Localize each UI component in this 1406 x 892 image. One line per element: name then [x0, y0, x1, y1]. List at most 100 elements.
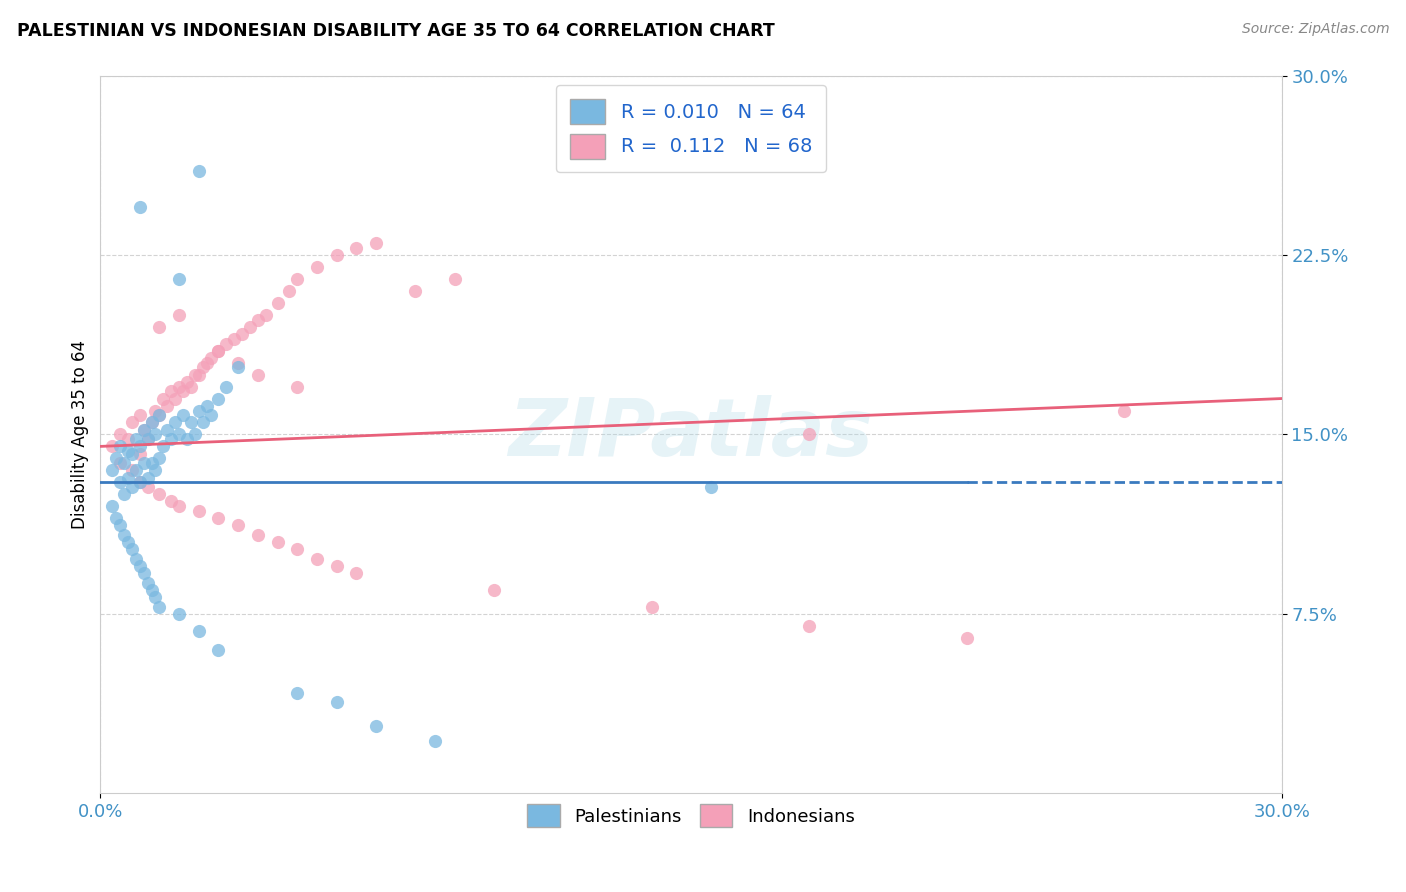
Palestinians	[141, 582, 163, 597]
Palestinians	[195, 399, 218, 413]
Indonesians	[285, 272, 308, 286]
Indonesians	[156, 399, 179, 413]
Palestinians	[141, 456, 163, 470]
Indonesians	[207, 343, 229, 358]
Indonesians	[443, 272, 465, 286]
Palestinians	[121, 542, 143, 557]
Palestinians	[105, 451, 128, 466]
Indonesians	[117, 432, 139, 446]
Indonesians	[266, 535, 288, 549]
Palestinians	[108, 439, 131, 453]
Indonesians	[956, 631, 979, 645]
Indonesians	[141, 416, 163, 430]
Indonesians	[121, 463, 143, 477]
Indonesians	[136, 432, 159, 446]
Palestinians	[423, 733, 446, 747]
Indonesians	[148, 319, 170, 334]
Indonesians	[482, 582, 505, 597]
Indonesians	[195, 356, 218, 370]
Indonesians	[344, 566, 367, 581]
Palestinians	[148, 409, 170, 423]
Palestinians	[101, 500, 124, 514]
Indonesians	[278, 284, 301, 298]
Palestinians	[226, 360, 249, 375]
Palestinians	[364, 719, 387, 733]
Indonesians	[207, 511, 229, 525]
Indonesians	[128, 475, 150, 490]
Indonesians	[246, 528, 269, 542]
Indonesians	[305, 260, 328, 274]
Indonesians	[152, 392, 174, 406]
Indonesians	[640, 599, 662, 614]
Indonesians	[145, 403, 167, 417]
Palestinians	[136, 575, 159, 590]
Indonesians	[404, 284, 426, 298]
Indonesians	[128, 446, 150, 460]
Palestinians	[180, 416, 202, 430]
Palestinians	[148, 451, 170, 466]
Palestinians	[108, 518, 131, 533]
Palestinians	[112, 487, 135, 501]
Indonesians	[285, 542, 308, 557]
Palestinians	[125, 432, 148, 446]
Indonesians	[172, 384, 194, 399]
Palestinians	[145, 590, 167, 604]
Text: PALESTINIAN VS INDONESIAN DISABILITY AGE 35 TO 64 CORRELATION CHART: PALESTINIAN VS INDONESIAN DISABILITY AGE…	[17, 22, 775, 40]
Legend: Palestinians, Indonesians: Palestinians, Indonesians	[520, 797, 862, 835]
Palestinians	[200, 409, 222, 423]
Palestinians	[132, 566, 155, 581]
Palestinians	[145, 463, 167, 477]
Palestinians	[112, 528, 135, 542]
Y-axis label: Disability Age 35 to 64: Disability Age 35 to 64	[72, 340, 89, 529]
Palestinians	[121, 446, 143, 460]
Palestinians	[128, 559, 150, 574]
Palestinians	[215, 379, 238, 393]
Palestinians	[117, 470, 139, 484]
Indonesians	[101, 439, 124, 453]
Palestinians	[187, 403, 209, 417]
Indonesians	[226, 518, 249, 533]
Text: Source: ZipAtlas.com: Source: ZipAtlas.com	[1241, 22, 1389, 37]
Palestinians	[172, 409, 194, 423]
Indonesians	[364, 235, 387, 250]
Palestinians	[117, 535, 139, 549]
Palestinians	[160, 432, 183, 446]
Palestinians	[136, 470, 159, 484]
Indonesians	[344, 241, 367, 255]
Indonesians	[108, 456, 131, 470]
Indonesians	[176, 375, 198, 389]
Indonesians	[226, 356, 249, 370]
Palestinians	[187, 164, 209, 178]
Indonesians	[136, 480, 159, 494]
Palestinians	[105, 511, 128, 525]
Text: ZIPatlas: ZIPatlas	[509, 395, 873, 474]
Indonesians	[167, 379, 190, 393]
Palestinians	[125, 463, 148, 477]
Palestinians	[699, 480, 721, 494]
Palestinians	[167, 427, 190, 442]
Palestinians	[207, 642, 229, 657]
Indonesians	[239, 319, 262, 334]
Palestinians	[184, 427, 207, 442]
Palestinians	[187, 624, 209, 638]
Indonesians	[184, 368, 207, 382]
Palestinians	[128, 439, 150, 453]
Indonesians	[191, 360, 214, 375]
Palestinians	[121, 480, 143, 494]
Palestinians	[176, 432, 198, 446]
Palestinians	[136, 432, 159, 446]
Palestinians	[128, 475, 150, 490]
Indonesians	[108, 427, 131, 442]
Palestinians	[156, 423, 179, 437]
Indonesians	[165, 392, 187, 406]
Indonesians	[1114, 403, 1136, 417]
Indonesians	[285, 379, 308, 393]
Indonesians	[246, 312, 269, 326]
Indonesians	[224, 332, 246, 346]
Palestinians	[191, 416, 214, 430]
Palestinians	[145, 427, 167, 442]
Palestinians	[101, 463, 124, 477]
Indonesians	[148, 487, 170, 501]
Palestinians	[165, 416, 187, 430]
Indonesians	[231, 326, 253, 341]
